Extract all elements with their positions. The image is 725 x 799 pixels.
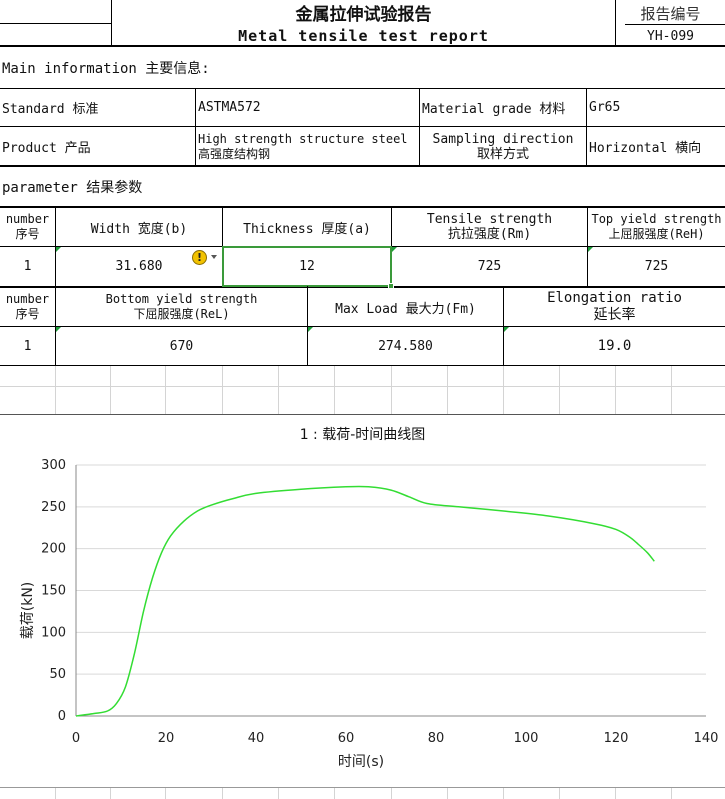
top-yield-value[interactable]: 725 xyxy=(644,259,669,274)
x-tick-label: 100 xyxy=(514,731,539,746)
chevron-down-icon[interactable] xyxy=(211,255,217,259)
x-tick-label: 140 xyxy=(694,731,719,746)
chart-panel[interactable]: 1 : 载荷-时间曲线图 0 50 100 150 200 250 300 0 20 40 60 80… xyxy=(0,415,725,787)
chart-title: 1 : 载荷-时间曲线图 xyxy=(299,427,426,443)
number-header-2: number 序号 xyxy=(0,288,55,326)
cell-comment-marker xyxy=(56,247,61,252)
load-time-chart: 0 50 100 150 200 250 300 0 20 40 60 80 100 120 140 时间(s… xyxy=(20,458,719,770)
standard-value[interactable]: ASTMA572 xyxy=(198,100,261,115)
fill-handle[interactable] xyxy=(388,283,394,289)
elongation-value[interactable]: 19.0 xyxy=(597,338,632,354)
warning-icon[interactable]: ! xyxy=(192,250,207,265)
y-tick-label: 300 xyxy=(41,458,66,473)
width-value[interactable]: 31.680 xyxy=(115,259,163,274)
cell-comment-marker xyxy=(308,327,313,332)
series-line xyxy=(75,485,655,717)
max-load-value[interactable]: 274.580 xyxy=(378,338,433,354)
y-tick-label: 0 xyxy=(58,709,66,724)
sampling-label-en: Sampling direction xyxy=(432,131,574,147)
top-yield-header: Top yield strength 上屈服强度(ReH) xyxy=(588,208,725,246)
report-number-value[interactable]: YH-099 xyxy=(647,28,694,44)
y-tick-label: 50 xyxy=(49,667,66,682)
parameters-heading: parameter 结果参数 xyxy=(2,180,143,196)
elongation-header-cn: 延长率 xyxy=(593,307,636,323)
x-tick-label: 80 xyxy=(428,731,445,746)
product-value[interactable]: High strength structure steel 高强度结构钢 xyxy=(198,128,418,165)
standard-label: Standard 标准 xyxy=(2,102,99,117)
product-label: Product 产品 xyxy=(2,140,91,156)
elongation-header-en: Elongation ratio xyxy=(547,290,682,306)
material-grade-label: Material grade 材料 xyxy=(422,102,566,117)
product-value-cn: 高强度结构钢 xyxy=(198,146,271,161)
report-title-en: Metal tensile test report xyxy=(238,27,489,45)
tensile-header-cn: 抗拉强度(Rm) xyxy=(447,227,532,242)
thickness-header: Thickness 厚度(a) xyxy=(243,221,371,237)
x-tick-label: 20 xyxy=(158,731,175,746)
x-axis-label: 时间(s) xyxy=(338,754,384,770)
sampling-direction-value[interactable]: Horizontal 横向 xyxy=(589,140,702,156)
tensile-strength-header: Tensile strength 抗拉强度(Rm) xyxy=(392,208,587,246)
y-tick-label: 200 xyxy=(41,542,66,557)
row2-number[interactable]: 1 xyxy=(23,338,32,354)
top-yield-header-en: Top yield strength xyxy=(591,212,722,226)
x-tick-label: 40 xyxy=(248,731,265,746)
number-header-cn: 序号 xyxy=(15,307,40,321)
row1-number[interactable]: 1 xyxy=(23,259,32,274)
x-tick-label: 120 xyxy=(604,731,629,746)
number-header-en: number xyxy=(5,292,50,306)
report-title-cn: 金属拉伸试验报告 xyxy=(295,5,432,25)
sampling-label-cn: 取样方式 xyxy=(476,146,529,162)
bottom-yield-header-en: Bottom yield strength xyxy=(105,292,258,306)
sampling-direction-label: Sampling direction 取样方式 xyxy=(420,128,586,165)
bottom-yield-header-cn: 下屈服强度(ReL) xyxy=(133,307,230,321)
bottom-yield-header: Bottom yield strength 下屈服强度(ReL) xyxy=(56,288,307,326)
cell-comment-marker xyxy=(392,247,397,252)
x-tick-label: 0 xyxy=(72,731,80,746)
number-header-cn: 序号 xyxy=(15,227,40,241)
x-tick-label: 60 xyxy=(338,731,355,746)
max-load-header: Max Load 最大力(Fm) xyxy=(335,301,476,317)
y-tick-label: 150 xyxy=(41,584,66,599)
cell-comment-marker xyxy=(504,327,509,332)
width-header: Width 宽度(b) xyxy=(90,221,188,237)
material-grade-value[interactable]: Gr65 xyxy=(589,100,621,115)
bottom-yield-value[interactable]: 670 xyxy=(169,338,194,354)
tensile-header-en: Tensile strength xyxy=(426,212,553,227)
tensile-strength-value[interactable]: 725 xyxy=(477,259,502,274)
top-yield-header-cn: 上屈服强度(ReH) xyxy=(608,227,705,241)
product-value-en: High strength structure steel xyxy=(198,131,408,146)
number-header-1: number 序号 xyxy=(0,208,55,246)
cell-comment-marker xyxy=(588,247,593,252)
report-number-label: 报告编号 xyxy=(640,4,701,23)
y-tick-label: 100 xyxy=(41,625,66,640)
y-tick-label: 250 xyxy=(41,500,66,515)
elongation-header: Elongation ratio 延长率 xyxy=(504,288,725,326)
thickness-value[interactable]: 12 xyxy=(299,259,315,274)
main-info-heading: Main information 主要信息: xyxy=(2,61,210,77)
y-axis-label: 载荷(kN) xyxy=(20,582,36,640)
selected-cell-border xyxy=(222,246,392,287)
cell-comment-marker xyxy=(56,327,61,332)
number-header-en: number xyxy=(5,212,50,226)
